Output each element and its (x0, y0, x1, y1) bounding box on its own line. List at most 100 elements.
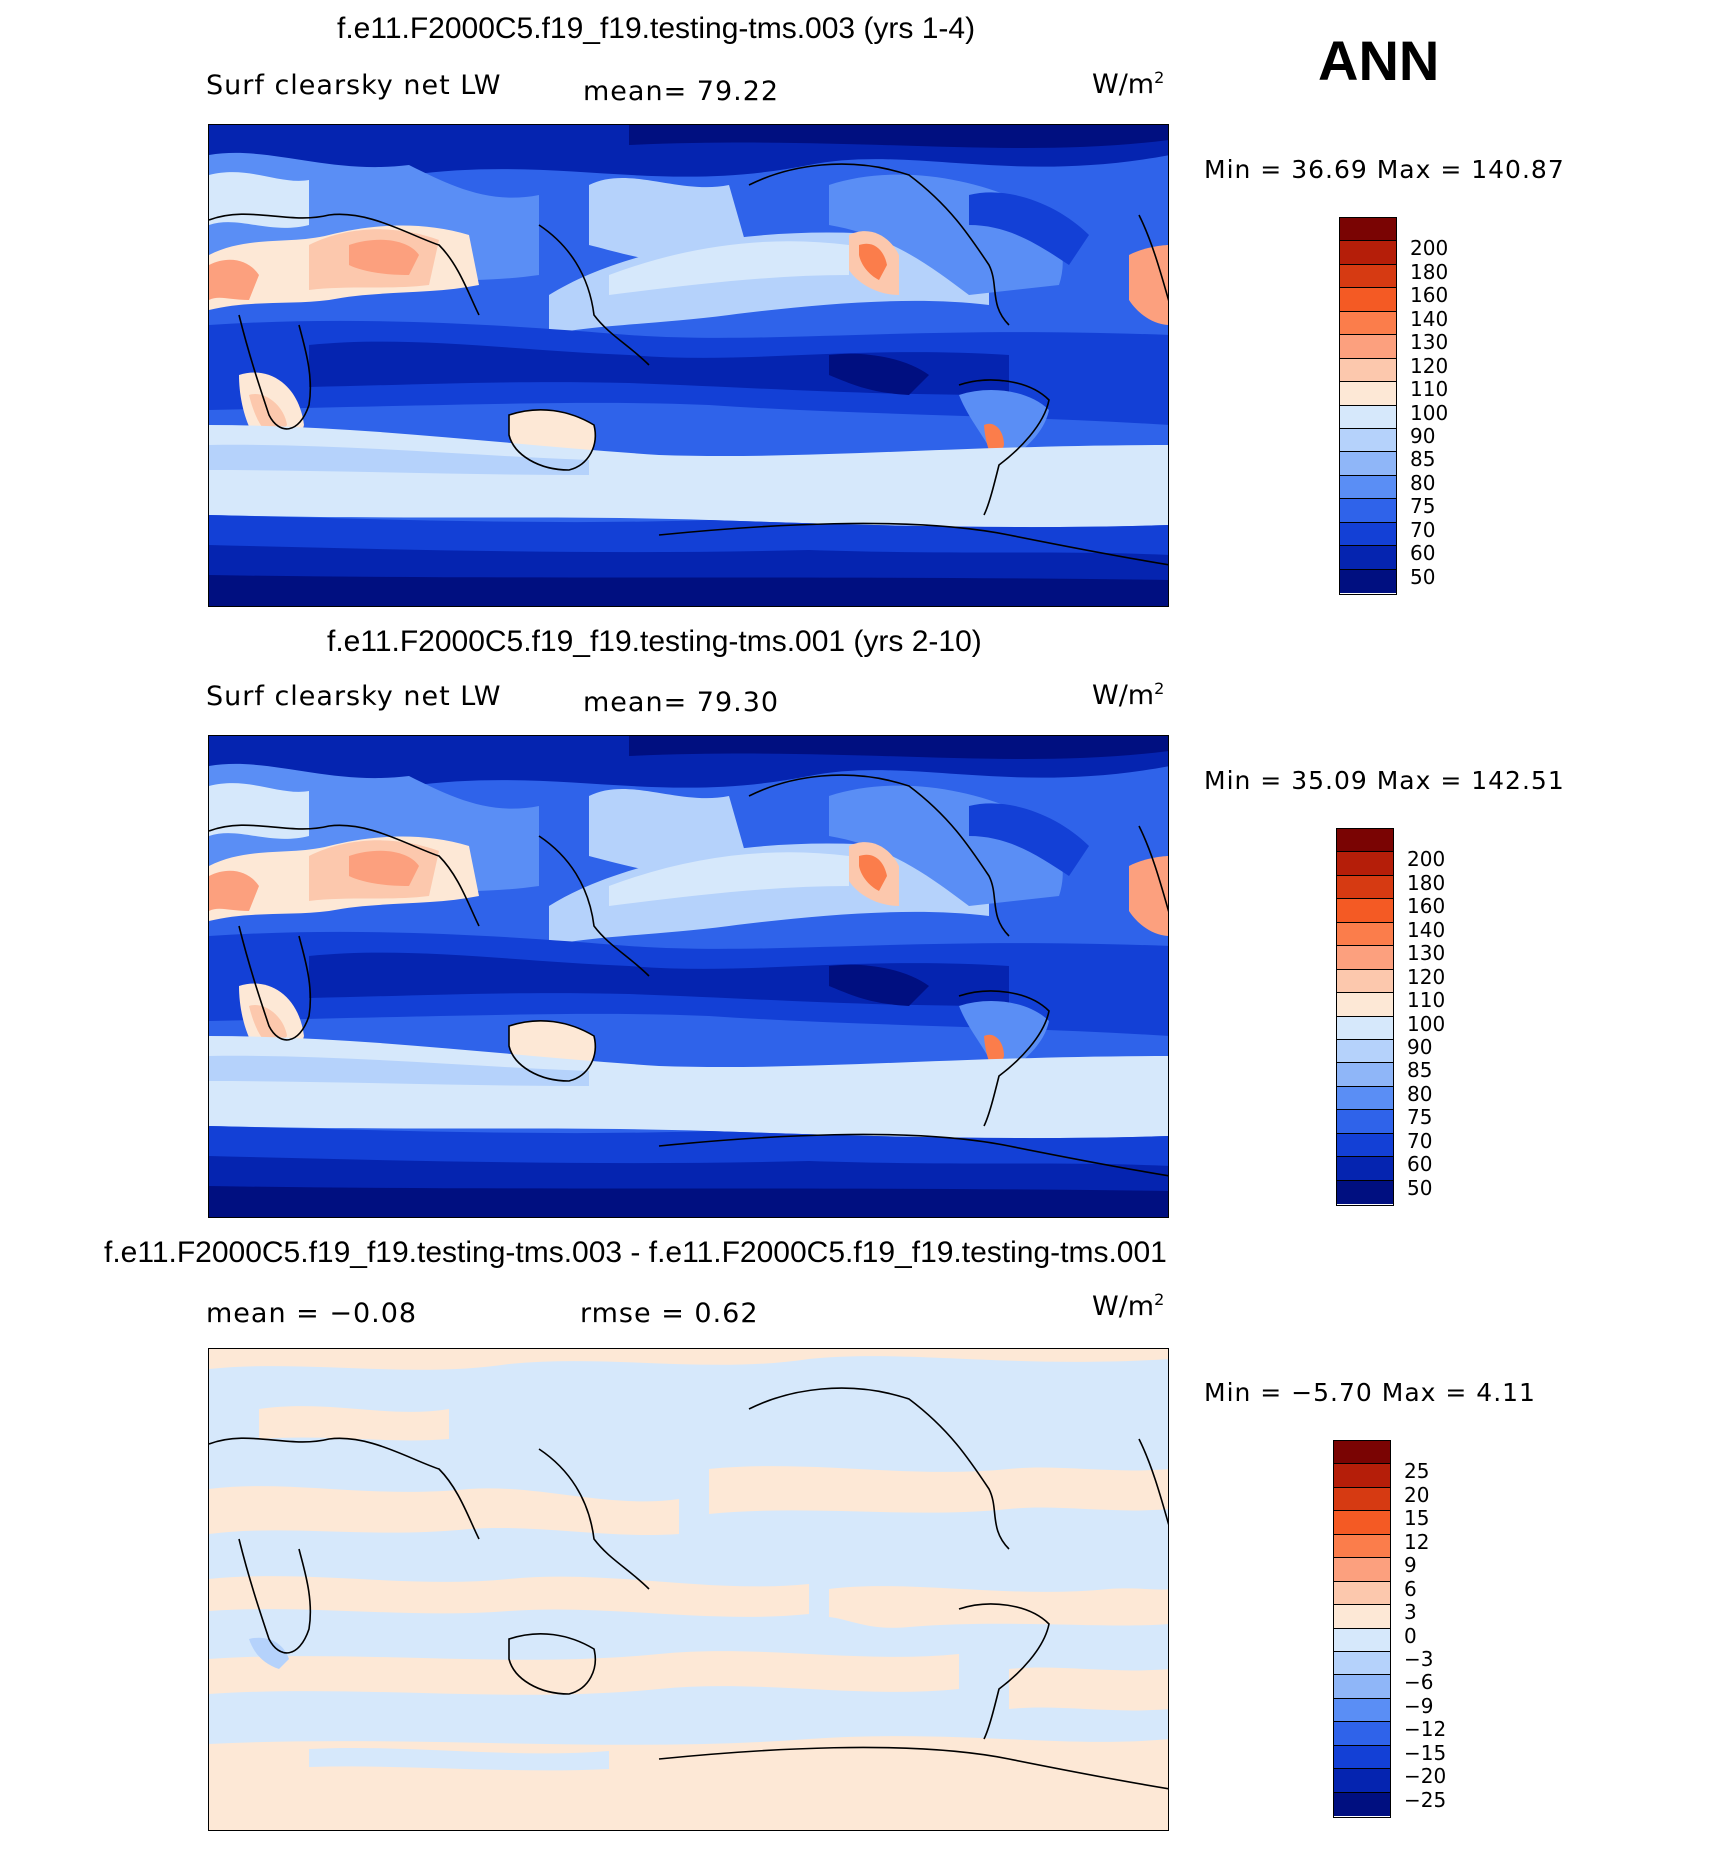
colorbar-swatch (1340, 569, 1396, 593)
colorbar-swatch (1334, 1511, 1390, 1535)
colorbar-swatch (1337, 1039, 1393, 1064)
panel3-minmax: Min = −5.70 Max = 4.11 (1204, 1378, 1536, 1407)
colorbar-tick-label: 140 (1410, 306, 1449, 331)
colorbar-swatch (1337, 1063, 1393, 1087)
panel1-map-field (209, 125, 1168, 606)
colorbar-tick-label: 140 (1407, 917, 1446, 942)
colorbar-swatch (1337, 1016, 1393, 1040)
colorbar-swatch (1334, 1464, 1390, 1488)
colorbar-tick-label: 90 (1407, 1034, 1433, 1059)
colorbar-swatch (1340, 335, 1396, 359)
colorbar-swatch (1340, 382, 1396, 406)
colorbar-tick-label: 0 (1404, 1623, 1417, 1648)
colorbar-tick-label: 100 (1410, 400, 1449, 425)
panel3-colorbar (1333, 1440, 1391, 1818)
colorbar-tick-label: 160 (1407, 894, 1446, 919)
colorbar-swatch (1334, 1628, 1390, 1652)
panel3-map (208, 1348, 1169, 1831)
colorbar-tick-label: 70 (1407, 1128, 1433, 1153)
colorbar-swatch (1334, 1745, 1390, 1770)
colorbar-swatch (1337, 1086, 1393, 1111)
season-label: ANN (1318, 29, 1440, 92)
colorbar-swatch (1340, 241, 1396, 265)
colorbar-tick-label: 85 (1407, 1058, 1433, 1083)
colorbar-swatch (1340, 522, 1396, 547)
panel1-colorbar (1339, 217, 1397, 595)
panel1-mean-label: mean= 79.22 (583, 76, 780, 107)
panel2-units: W/m2 (1092, 679, 1165, 711)
colorbar-swatch (1337, 852, 1393, 876)
colorbar-swatch (1334, 1581, 1390, 1606)
colorbar-swatch (1334, 1534, 1390, 1559)
colorbar-swatch (1334, 1487, 1390, 1512)
colorbar-tick-label: 60 (1407, 1152, 1433, 1177)
colorbar-swatch (1337, 969, 1393, 994)
colorbar-swatch (1340, 264, 1396, 289)
colorbar-tick-label: 160 (1410, 283, 1449, 308)
colorbar-tick-label: 60 (1410, 541, 1436, 566)
colorbar-tick-label: 100 (1407, 1011, 1446, 1036)
colorbar-swatch (1337, 1180, 1393, 1204)
colorbar-tick-label: 200 (1410, 236, 1449, 261)
colorbar-tick-label: 6 (1404, 1576, 1417, 1601)
colorbar-tick-label: −20 (1404, 1764, 1447, 1789)
colorbar-swatch (1337, 1110, 1393, 1134)
panel2-mean-label: mean= 79.30 (583, 687, 780, 718)
colorbar-swatch (1337, 993, 1393, 1017)
colorbar-swatch (1340, 452, 1396, 476)
panel1-variable-label: Surf clearsky net LW (206, 70, 502, 101)
colorbar-tick-label: 200 (1407, 847, 1446, 872)
colorbar-tick-label: 50 (1410, 564, 1436, 589)
panel3-map-field (209, 1349, 1168, 1830)
colorbar-tick-label: 120 (1407, 964, 1446, 989)
colorbar-swatch (1334, 1698, 1390, 1723)
colorbar-swatch (1340, 405, 1396, 429)
panel1-units: W/m2 (1092, 68, 1165, 100)
panel1-title: f.e11.F2000C5.f19_f19.testing-tms.003 (y… (337, 12, 976, 45)
colorbar-tick-label: 180 (1407, 870, 1446, 895)
colorbar-swatch (1334, 1722, 1390, 1746)
colorbar-swatch (1334, 1675, 1390, 1699)
colorbar-swatch (1334, 1769, 1390, 1793)
colorbar-tick-label: 85 (1410, 447, 1436, 472)
panel3-mean-label: mean = −0.08 (206, 1298, 418, 1329)
colorbar-tick-label: 9 (1404, 1553, 1417, 1578)
panel3-title: f.e11.F2000C5.f19_f19.testing-tms.003 - … (104, 1236, 1167, 1269)
colorbar-tick-label: 15 (1404, 1506, 1430, 1531)
colorbar-swatch (1340, 311, 1396, 336)
colorbar-tick-label: 70 (1410, 517, 1436, 542)
colorbar-tick-label: 50 (1407, 1175, 1433, 1200)
colorbar-swatch (1337, 899, 1393, 923)
panel2-map-field (209, 736, 1168, 1217)
colorbar-tick-label: −12 (1404, 1717, 1447, 1742)
colorbar-swatch (1340, 546, 1396, 570)
colorbar-tick-label: 120 (1410, 353, 1449, 378)
colorbar-tick-label: 80 (1407, 1081, 1433, 1106)
colorbar-swatch (1334, 1605, 1390, 1629)
colorbar-swatch (1337, 1133, 1393, 1158)
colorbar-swatch (1334, 1558, 1390, 1582)
panel2-minmax: Min = 35.09 Max = 142.51 (1204, 766, 1565, 795)
colorbar-tick-label: 12 (1404, 1529, 1430, 1554)
panel1-minmax: Min = 36.69 Max = 140.87 (1204, 155, 1565, 184)
colorbar-tick-label: −3 (1404, 1646, 1434, 1671)
colorbar-tick-label: 110 (1407, 988, 1446, 1013)
colorbar-swatch (1340, 499, 1396, 523)
colorbar-tick-label: 75 (1410, 494, 1436, 519)
colorbar-tick-label: −25 (1404, 1787, 1447, 1812)
colorbar-tick-label: 80 (1410, 470, 1436, 495)
panel1-map (208, 124, 1169, 607)
colorbar-tick-label: 25 (1404, 1459, 1430, 1484)
colorbar-tick-label: 90 (1410, 423, 1436, 448)
colorbar-tick-label: 130 (1410, 330, 1449, 355)
colorbar-swatch (1340, 475, 1396, 500)
colorbar-tick-label: 75 (1407, 1105, 1433, 1130)
colorbar-swatch (1337, 875, 1393, 900)
panel2-title: f.e11.F2000C5.f19_f19.testing-tms.001 (y… (327, 625, 982, 658)
colorbar-tick-label: −6 (1404, 1670, 1434, 1695)
panel3-rmse-label: rmse = 0.62 (580, 1298, 759, 1329)
colorbar-swatch (1337, 922, 1393, 947)
colorbar-swatch (1334, 1651, 1390, 1676)
colorbar-swatch (1334, 1441, 1390, 1465)
colorbar-swatch (1340, 358, 1396, 383)
